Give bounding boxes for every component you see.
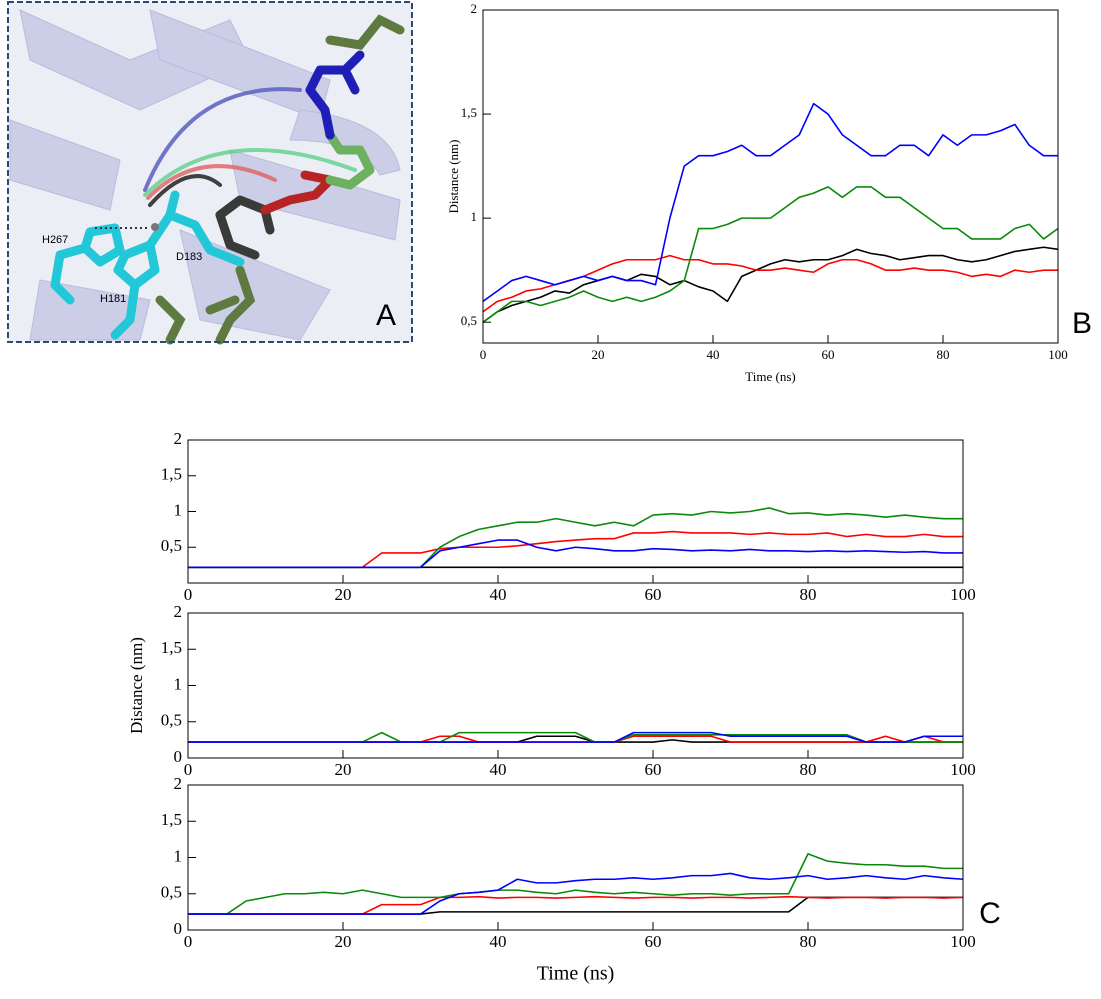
x-tick-label: 40	[490, 760, 507, 779]
y-tick-label: 1	[174, 674, 183, 693]
y-tick-label: 1,5	[161, 638, 182, 657]
x-tick-label: 0	[184, 932, 193, 951]
y-tick-label: 0	[174, 747, 183, 766]
y-tick-label: 2	[174, 602, 183, 621]
residue-label: H267	[42, 234, 68, 246]
x-tick-label: 40	[490, 932, 507, 951]
x-axis-label: Time (ns)	[745, 369, 795, 384]
panel-label: A	[376, 299, 396, 332]
x-tick-label: 80	[800, 932, 817, 951]
x-tick-label: 100	[950, 932, 976, 951]
residue-label: H181	[100, 293, 126, 305]
y-tick-label: 0,5	[161, 536, 182, 555]
y-tick-label: 2	[174, 774, 183, 793]
x-tick-label: 20	[335, 585, 352, 604]
plot-area	[188, 785, 963, 930]
residue-label: D183	[176, 251, 202, 263]
y-tick-label: 0,5	[461, 313, 477, 328]
plot-area	[188, 440, 963, 583]
y-tick-label: 0,5	[161, 883, 182, 902]
x-tick-label: 100	[950, 585, 976, 604]
x-tick-label: 40	[490, 585, 507, 604]
panel-label: B	[1072, 307, 1092, 340]
x-tick-label: 80	[800, 585, 817, 604]
panel-label: C	[979, 897, 1001, 930]
x-tick-label: 0	[184, 760, 193, 779]
x-tick-label: 80	[937, 347, 950, 362]
y-axis-label: Distance (nm)	[446, 139, 461, 213]
panel-a: H267 D183 H181 A	[8, 2, 412, 342]
x-tick-label: 100	[950, 760, 976, 779]
y-tick-label: 1,5	[461, 105, 477, 120]
x-tick-label: 80	[800, 760, 817, 779]
y-tick-label: 1	[471, 209, 478, 224]
x-tick-label: 20	[592, 347, 605, 362]
x-tick-label: 0	[184, 585, 193, 604]
y-axis-label: Distance (nm)	[127, 637, 146, 734]
x-axis-label: Time (ns)	[537, 963, 615, 985]
x-tick-label: 60	[822, 347, 835, 362]
x-tick-label: 20	[335, 932, 352, 951]
figure: H267 D183 H181 A 0204060801000,511,52Tim…	[0, 0, 1101, 994]
y-tick-label: 0,5	[161, 711, 182, 730]
y-tick-label: 1,5	[161, 465, 182, 484]
x-tick-label: 40	[707, 347, 720, 362]
x-tick-label: 60	[645, 932, 662, 951]
page: { "panel_a": {"labels": ["H267", "D183",…	[0, 0, 1101, 994]
x-tick-label: 100	[1048, 347, 1068, 362]
water	[151, 223, 159, 231]
y-tick-label: 2	[471, 1, 478, 16]
y-tick-label: 1,5	[161, 810, 182, 829]
y-tick-label: 2	[174, 429, 183, 448]
x-tick-label: 20	[335, 760, 352, 779]
y-tick-label: 1	[174, 846, 183, 865]
x-tick-label: 60	[645, 585, 662, 604]
y-tick-label: 1	[174, 500, 183, 519]
x-tick-label: 60	[645, 760, 662, 779]
y-tick-label: 0	[174, 919, 183, 938]
x-tick-label: 0	[480, 347, 487, 362]
